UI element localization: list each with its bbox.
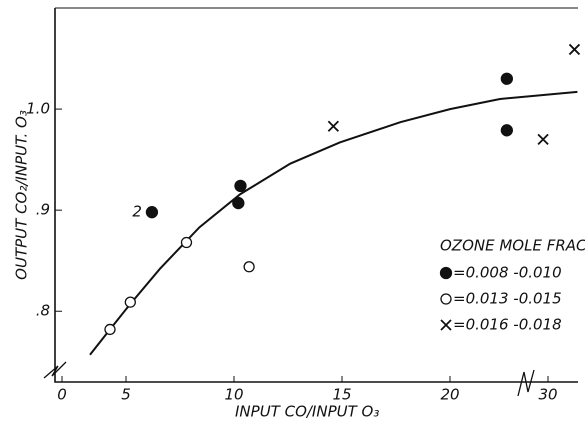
- legend-marker: [440, 293, 452, 305]
- x-tick-label: 20: [440, 386, 459, 404]
- point: [145, 206, 159, 219]
- legend-marker: [439, 266, 453, 280]
- legend-label: =0.013 -0.015: [453, 290, 562, 308]
- y-tick-label: .9: [36, 201, 50, 219]
- point: [568, 43, 581, 56]
- x-tick-label: 10: [224, 386, 243, 404]
- point: [232, 196, 245, 210]
- x-tick-label: 5: [121, 386, 131, 404]
- fit-curve: [89, 90, 578, 356]
- annotation: 2: [132, 203, 142, 221]
- x-tick-label: 30: [538, 386, 557, 404]
- x-axis-break: [517, 369, 535, 397]
- x-axis-label: INPUT CO/INPUT O₃: [235, 403, 379, 421]
- legend-label: =0.016 -0.018: [453, 316, 562, 334]
- y-tick-label: 1.0: [26, 100, 50, 118]
- x-tick-label: 0: [57, 386, 67, 404]
- point: [124, 296, 136, 308]
- point: [243, 261, 255, 273]
- point: [180, 236, 193, 249]
- axes-frame: [54, 8, 578, 383]
- legend-title: OZONE MOLE FRACTIONS: [440, 237, 585, 255]
- legend-label: =0.008 -0.010: [453, 264, 562, 282]
- y-tick-label: .8: [36, 302, 50, 320]
- point: [327, 120, 339, 132]
- y-axis-break: [43, 361, 67, 379]
- point: [104, 323, 116, 336]
- x-tick-label: 15: [332, 386, 351, 404]
- y-axis-label: OUTPUT CO₂/INPUT. O₃: [13, 110, 31, 280]
- legend-marker: [440, 319, 452, 331]
- point: [537, 133, 549, 146]
- point: [234, 179, 247, 193]
- point: [500, 72, 513, 85]
- point: [500, 124, 513, 137]
